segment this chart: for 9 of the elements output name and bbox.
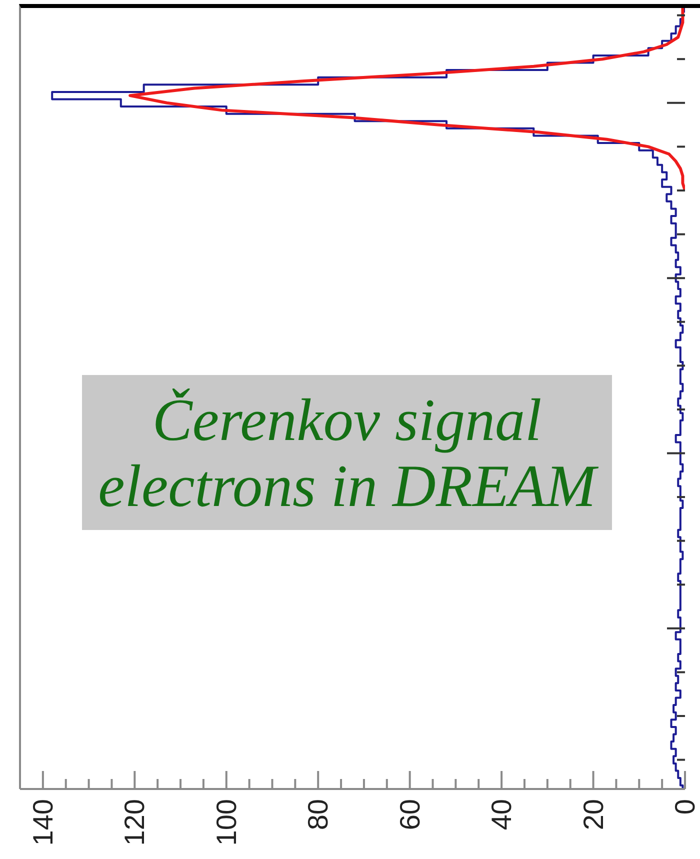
x-tick-label: 120 [119,799,150,846]
x-tick-label: 60 [394,799,426,830]
x-tick-label: 40 [486,799,518,830]
x-tick-label: 140 [27,799,58,846]
x-tick-label: 20 [578,799,609,830]
annotation: Čerenkov signal electrons in DREAM [82,375,612,530]
x-tick-label: 100 [210,799,242,846]
x-tick-label: 0 [670,799,700,815]
x-tick-label: 80 [302,799,334,830]
